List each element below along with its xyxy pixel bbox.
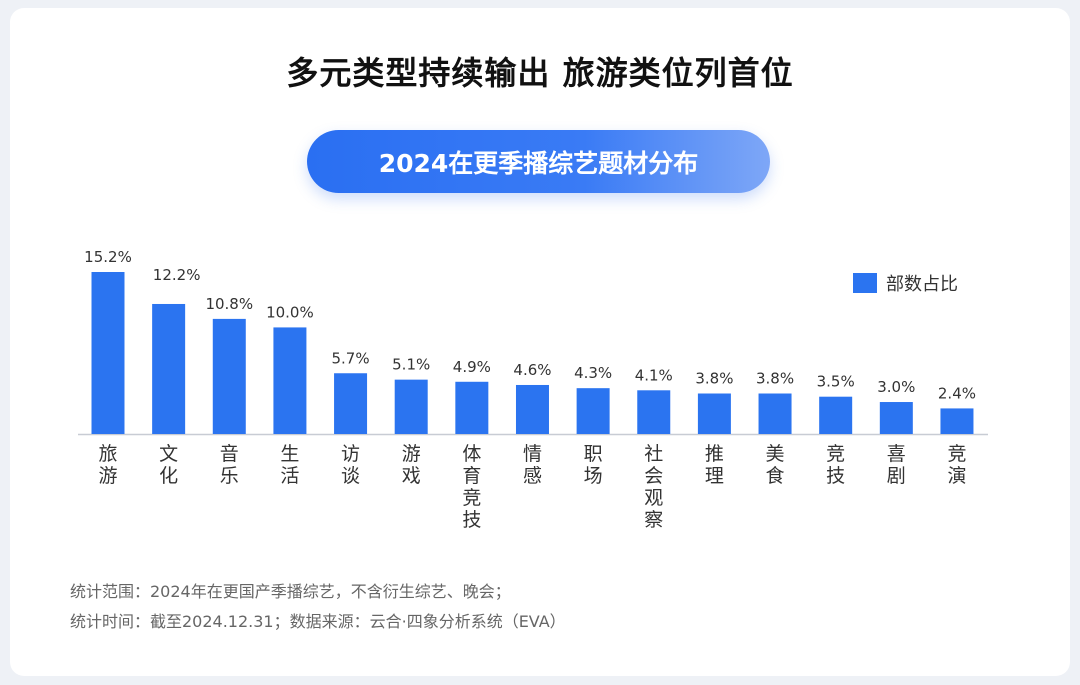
category-label: 谈 bbox=[341, 465, 360, 487]
category-label: 游 bbox=[98, 465, 117, 487]
bar bbox=[940, 408, 974, 434]
data-label: 3.0% bbox=[877, 378, 915, 396]
category-label: 察 bbox=[644, 509, 663, 531]
legend-label: 部数占比 bbox=[886, 274, 958, 295]
category-label: 食 bbox=[766, 465, 785, 487]
category-label: 乐 bbox=[220, 465, 239, 487]
category-label: 演 bbox=[947, 465, 966, 487]
category-label: 竞 bbox=[947, 443, 966, 465]
bar bbox=[576, 388, 610, 434]
category-label: 职 bbox=[584, 443, 603, 465]
category-label: 理 bbox=[705, 465, 724, 487]
bar bbox=[212, 318, 246, 434]
bar bbox=[91, 272, 125, 434]
category-label: 社 bbox=[644, 443, 663, 465]
data-label: 10.8% bbox=[205, 295, 253, 313]
data-label: 3.8% bbox=[756, 370, 794, 388]
category-label: 美 bbox=[766, 443, 785, 465]
category-label: 化 bbox=[159, 465, 178, 487]
category-label: 活 bbox=[280, 465, 299, 487]
chart-card bbox=[10, 8, 1070, 676]
category-label: 技 bbox=[462, 509, 481, 531]
category-label: 技 bbox=[826, 465, 845, 487]
bar bbox=[697, 393, 731, 434]
bar bbox=[334, 373, 368, 434]
data-label: 5.1% bbox=[392, 356, 430, 374]
data-label: 4.1% bbox=[635, 366, 673, 384]
note-scope: 统计范围：2024年在更国产季播综艺，不含衍生综艺、晚会； bbox=[70, 582, 511, 601]
category-label: 文 bbox=[159, 443, 178, 465]
category-label: 情 bbox=[523, 443, 542, 465]
category-label: 育 bbox=[462, 465, 481, 487]
data-label: 10.0% bbox=[266, 303, 314, 321]
legend-swatch bbox=[853, 273, 877, 293]
category-label: 竞 bbox=[826, 443, 845, 465]
bar bbox=[455, 381, 489, 434]
bar bbox=[819, 396, 853, 434]
category-label: 会 bbox=[644, 465, 663, 487]
bar bbox=[273, 327, 307, 434]
data-label: 4.9% bbox=[453, 358, 491, 376]
category-label: 生 bbox=[280, 443, 299, 465]
category-label: 喜 bbox=[887, 443, 906, 465]
category-label: 推 bbox=[705, 443, 724, 465]
data-label: 15.2% bbox=[84, 248, 132, 266]
category-label: 体 bbox=[462, 443, 481, 465]
category-label: 观 bbox=[644, 487, 663, 509]
category-label: 游 bbox=[402, 443, 421, 465]
data-label: 4.6% bbox=[513, 361, 551, 379]
category-label: 竞 bbox=[462, 487, 481, 509]
data-label: 3.5% bbox=[817, 373, 855, 391]
category-label: 场 bbox=[584, 465, 603, 487]
data-label: 12.2% bbox=[153, 266, 201, 284]
page-title: 多元类型持续输出 旅游类位列首位 bbox=[286, 54, 794, 92]
category-label: 剧 bbox=[887, 465, 906, 487]
category-label: 访 bbox=[341, 443, 360, 465]
data-label: 2.4% bbox=[938, 384, 976, 402]
chart-title-banner: 2024在更季播综艺题材分布 bbox=[307, 130, 770, 193]
data-label: 4.3% bbox=[574, 364, 612, 382]
category-label: 戏 bbox=[402, 465, 421, 487]
bar bbox=[637, 390, 671, 434]
note-source: 统计时间：截至2024.12.31；数据来源：云合·四象分析系统（EVA） bbox=[70, 612, 566, 631]
bar bbox=[152, 303, 186, 434]
bar bbox=[758, 393, 792, 434]
bar bbox=[515, 384, 549, 434]
category-label: 感 bbox=[523, 465, 542, 487]
category-label: 音 bbox=[220, 443, 239, 465]
data-label: 5.7% bbox=[332, 349, 370, 367]
bar bbox=[394, 379, 428, 434]
bar bbox=[879, 402, 913, 434]
category-label: 旅 bbox=[98, 443, 117, 465]
data-label: 3.8% bbox=[695, 370, 733, 388]
